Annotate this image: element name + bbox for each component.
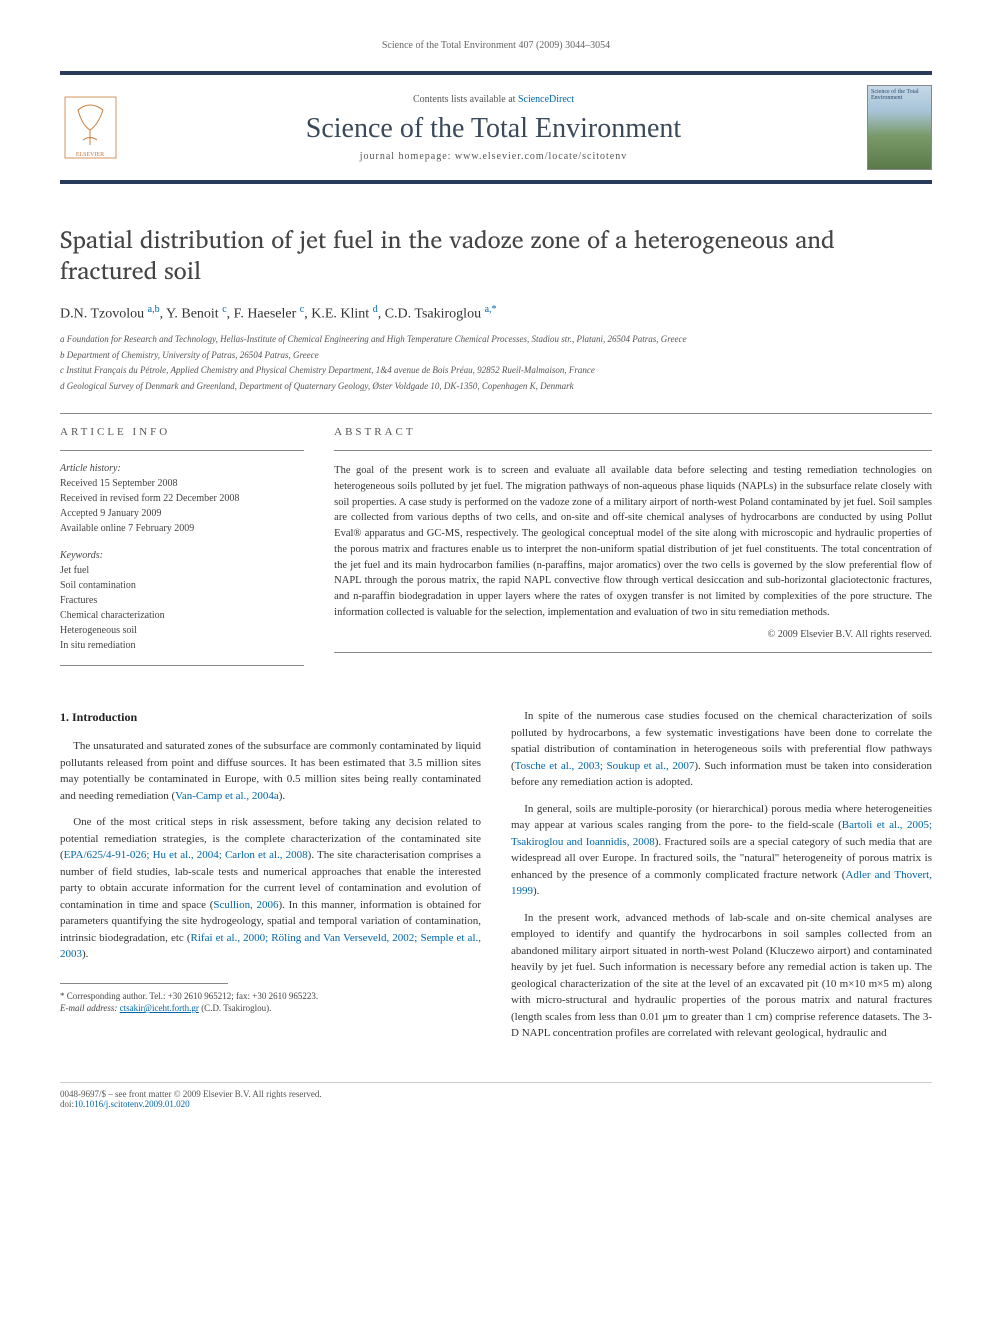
divider [60,665,304,666]
article-info-column: ARTICLE INFO Article history: Received 1… [60,426,304,678]
page-footer: 0048-9697/$ – see front matter © 2009 El… [60,1082,932,1109]
copyright-line: © 2009 Elsevier B.V. All rights reserved… [334,629,932,640]
journal-name: Science of the Total Environment [135,113,852,145]
doi-line: doi:10.1016/j.scitotenv.2009.01.020 [60,1099,322,1109]
masthead-center: Contents lists available at ScienceDirec… [135,94,852,162]
front-matter-line: 0048-9697/$ – see front matter © 2009 El… [60,1089,322,1099]
article-title: Spatial distribution of jet fuel in the … [60,224,932,286]
abstract-text: The goal of the present work is to scree… [334,463,932,621]
doi-label: doi: [60,1099,74,1109]
divider [60,413,932,414]
email-label: E-mail address: [60,1003,120,1013]
body-column-right: In spite of the numerous case studies fo… [511,708,932,1052]
corresponding-author-footnote: * Corresponding author. Tel.: +30 2610 9… [60,990,481,1015]
info-abstract-row: ARTICLE INFO Article history: Received 1… [60,426,932,678]
author-list: D.N. Tzovolou a,b, Y. Benoit c, F. Haese… [60,304,932,323]
abstract-heading: ABSTRACT [334,426,932,438]
running-head: Science of the Total Environment 407 (20… [60,40,932,51]
body-paragraph: The unsaturated and saturated zones of t… [60,738,481,804]
contents-lists-line: Contents lists available at ScienceDirec… [135,94,852,105]
divider [60,450,304,451]
keywords-label: Keywords: [60,550,304,561]
history-item: Received in revised form 22 December 200… [60,491,304,506]
doi-link[interactable]: 10.1016/j.scitotenv.2009.01.020 [74,1099,190,1109]
svg-text:ELSEVIER: ELSEVIER [75,152,103,158]
sciencedirect-link[interactable]: ScienceDirect [518,94,574,105]
footnote-line: E-mail address: ctsakir@iceht.forth.gr (… [60,1002,481,1015]
body-paragraph: In general, soils are multiple-porosity … [511,801,932,900]
footnote-tail: (C.D. Tsakiroglou). [199,1003,271,1013]
body-paragraph: One of the most critical steps in risk a… [60,814,481,963]
abstract-column: ABSTRACT The goal of the present work is… [334,426,932,678]
affiliation-item: a Foundation for Research and Technology… [60,333,932,347]
elsevier-logo: ELSEVIER [60,93,120,163]
history-item: Available online 7 February 2009 [60,521,304,536]
footer-left: 0048-9697/$ – see front matter © 2009 El… [60,1089,322,1109]
article-info-heading: ARTICLE INFO [60,426,304,438]
keyword-item: Soil contamination [60,578,304,593]
section-heading: 1. Introduction [60,708,481,726]
body-paragraph: In the present work, advanced methods of… [511,910,932,1042]
affiliation-item: c Institut Français du Pétrole, Applied … [60,364,932,378]
cover-title-text: Science of the Total Environment [871,89,919,101]
history-item: Accepted 9 January 2009 [60,506,304,521]
body-two-column: 1. Introduction The unsaturated and satu… [60,708,932,1052]
body-column-left: 1. Introduction The unsaturated and satu… [60,708,481,1052]
keyword-item: In situ remediation [60,638,304,653]
keyword-item: Chemical characterization [60,608,304,623]
keyword-item: Fractures [60,593,304,608]
footnote-line: * Corresponding author. Tel.: +30 2610 9… [60,990,481,1003]
contents-text: Contents lists available at [413,94,518,105]
body-paragraph: In spite of the numerous case studies fo… [511,708,932,791]
corresponding-email-link[interactable]: ctsakir@iceht.forth.gr [120,1003,199,1013]
divider [334,652,932,653]
history-item: Received 15 September 2008 [60,476,304,491]
affiliation-item: b Department of Chemistry, University of… [60,349,932,363]
journal-cover-thumbnail: Science of the Total Environment [867,85,932,170]
keyword-item: Heterogeneous soil [60,623,304,638]
affiliation-item: d Geological Survey of Denmark and Green… [60,380,932,394]
footnote-separator [60,983,228,984]
journal-homepage: journal homepage: www.elsevier.com/locat… [135,151,852,162]
affiliations: a Foundation for Research and Technology… [60,333,932,393]
keyword-item: Jet fuel [60,563,304,578]
journal-masthead: ELSEVIER Contents lists available at Sci… [60,71,932,184]
history-label: Article history: [60,463,304,474]
divider [334,450,932,451]
